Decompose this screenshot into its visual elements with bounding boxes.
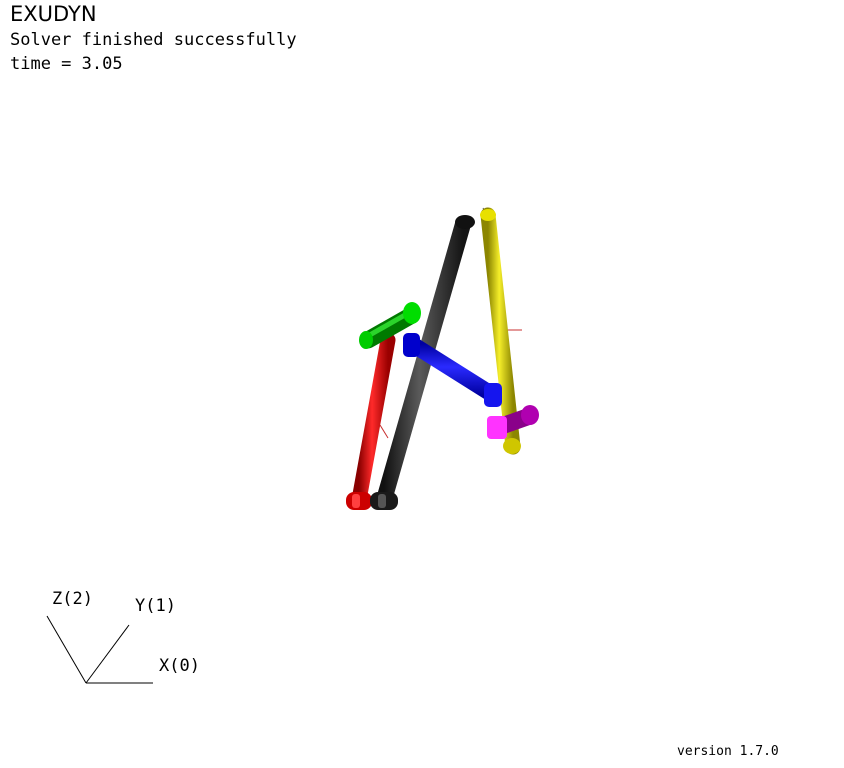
- magenta-link[interactable]: [487, 405, 539, 439]
- x-axis-label: X(0): [159, 656, 200, 676]
- axis-triad: [46, 615, 153, 684]
- solver-status-text: Solver finished successfully: [10, 30, 297, 50]
- black-link[interactable]: [370, 215, 475, 510]
- y-axis-line: [85, 624, 130, 684]
- z-axis-line: [46, 615, 87, 684]
- version-label: version 1.7.0: [677, 744, 779, 759]
- z-axis-label: Z(2): [52, 589, 93, 609]
- blue-link[interactable]: [403, 333, 502, 407]
- red-link[interactable]: [346, 332, 396, 510]
- app-title: EXUDYN: [10, 2, 97, 26]
- simulation-time-text: time = 3.05: [10, 54, 123, 74]
- green-link[interactable]: [359, 302, 421, 349]
- y-axis-label: Y(1): [135, 596, 176, 616]
- yellow-link[interactable]: [480, 207, 521, 455]
